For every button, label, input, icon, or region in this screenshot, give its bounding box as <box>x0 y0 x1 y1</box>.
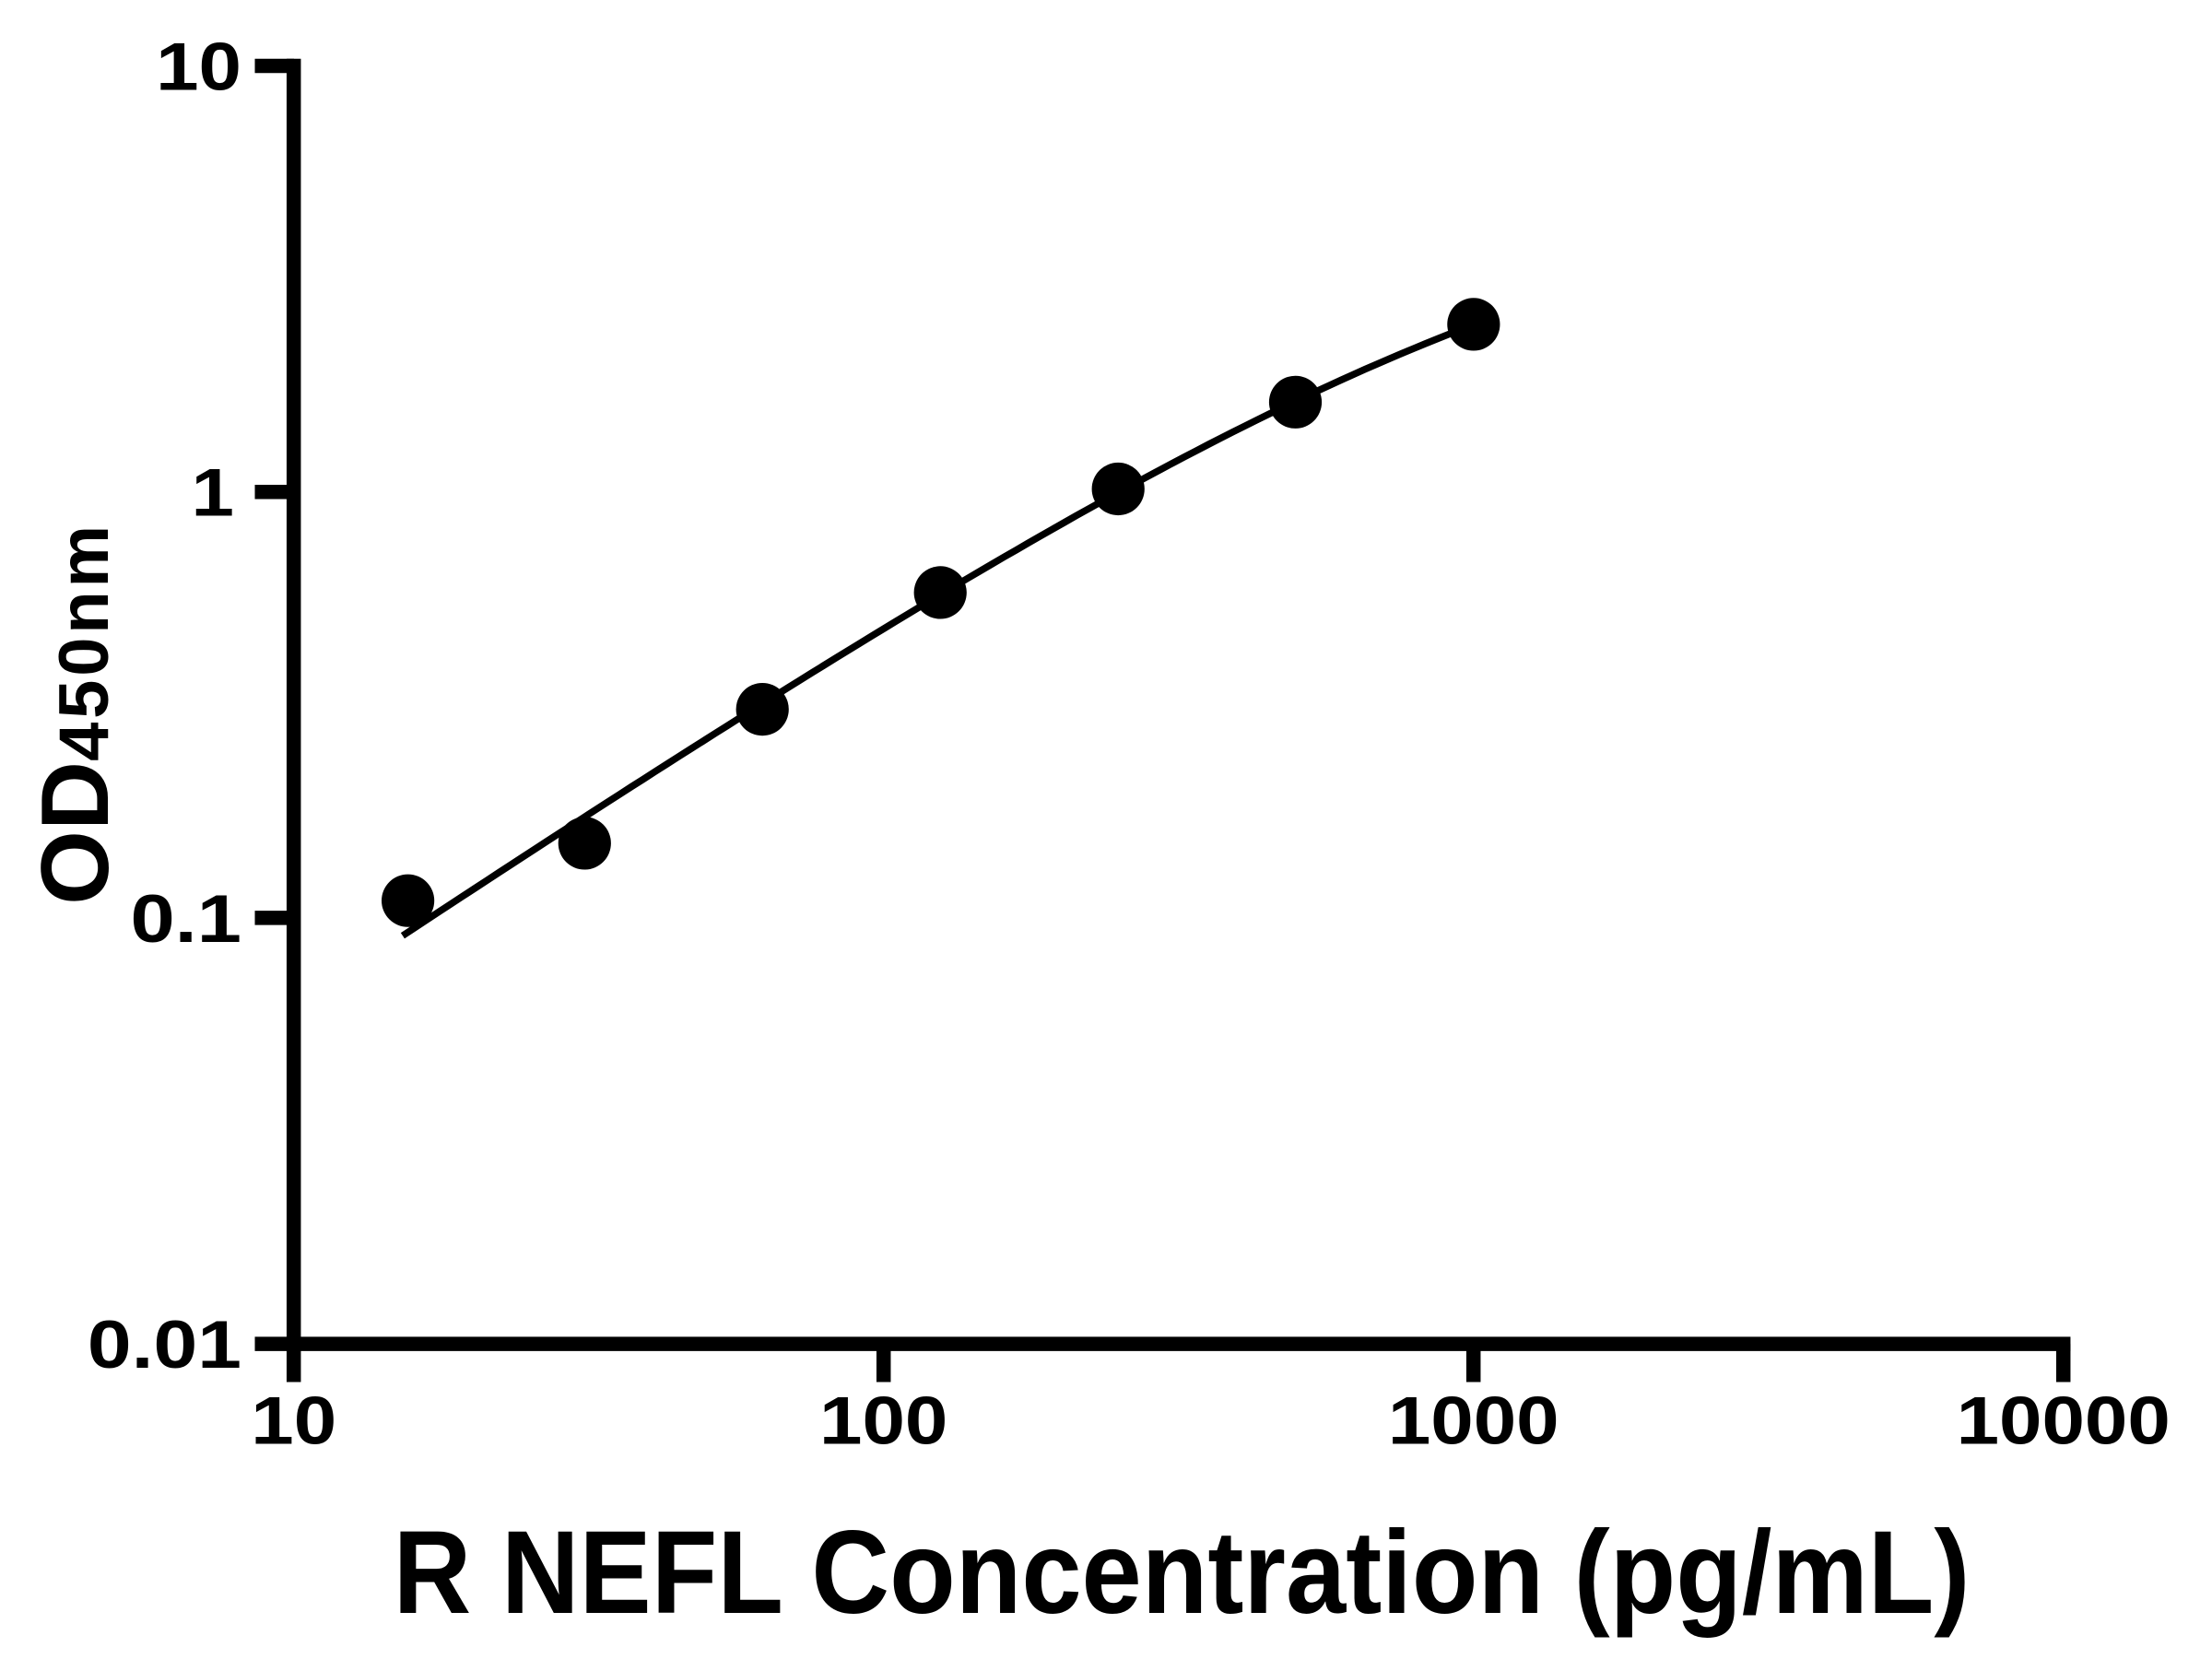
svg-text:1000: 1000 <box>1388 1382 1559 1458</box>
svg-text:0.1: 0.1 <box>130 880 241 956</box>
svg-text:10: 10 <box>156 29 241 104</box>
svg-text:10000: 10000 <box>1957 1382 2171 1458</box>
svg-text:OD450nm: OD450nm <box>22 522 129 905</box>
svg-text:R NEFL Concentration (pg/mL): R NEFL Concentration (pg/mL) <box>394 1507 1971 1639</box>
svg-text:1: 1 <box>192 455 234 531</box>
svg-text:10: 10 <box>251 1382 336 1458</box>
svg-text:100: 100 <box>819 1382 947 1458</box>
svg-text:0.01: 0.01 <box>88 1307 241 1382</box>
